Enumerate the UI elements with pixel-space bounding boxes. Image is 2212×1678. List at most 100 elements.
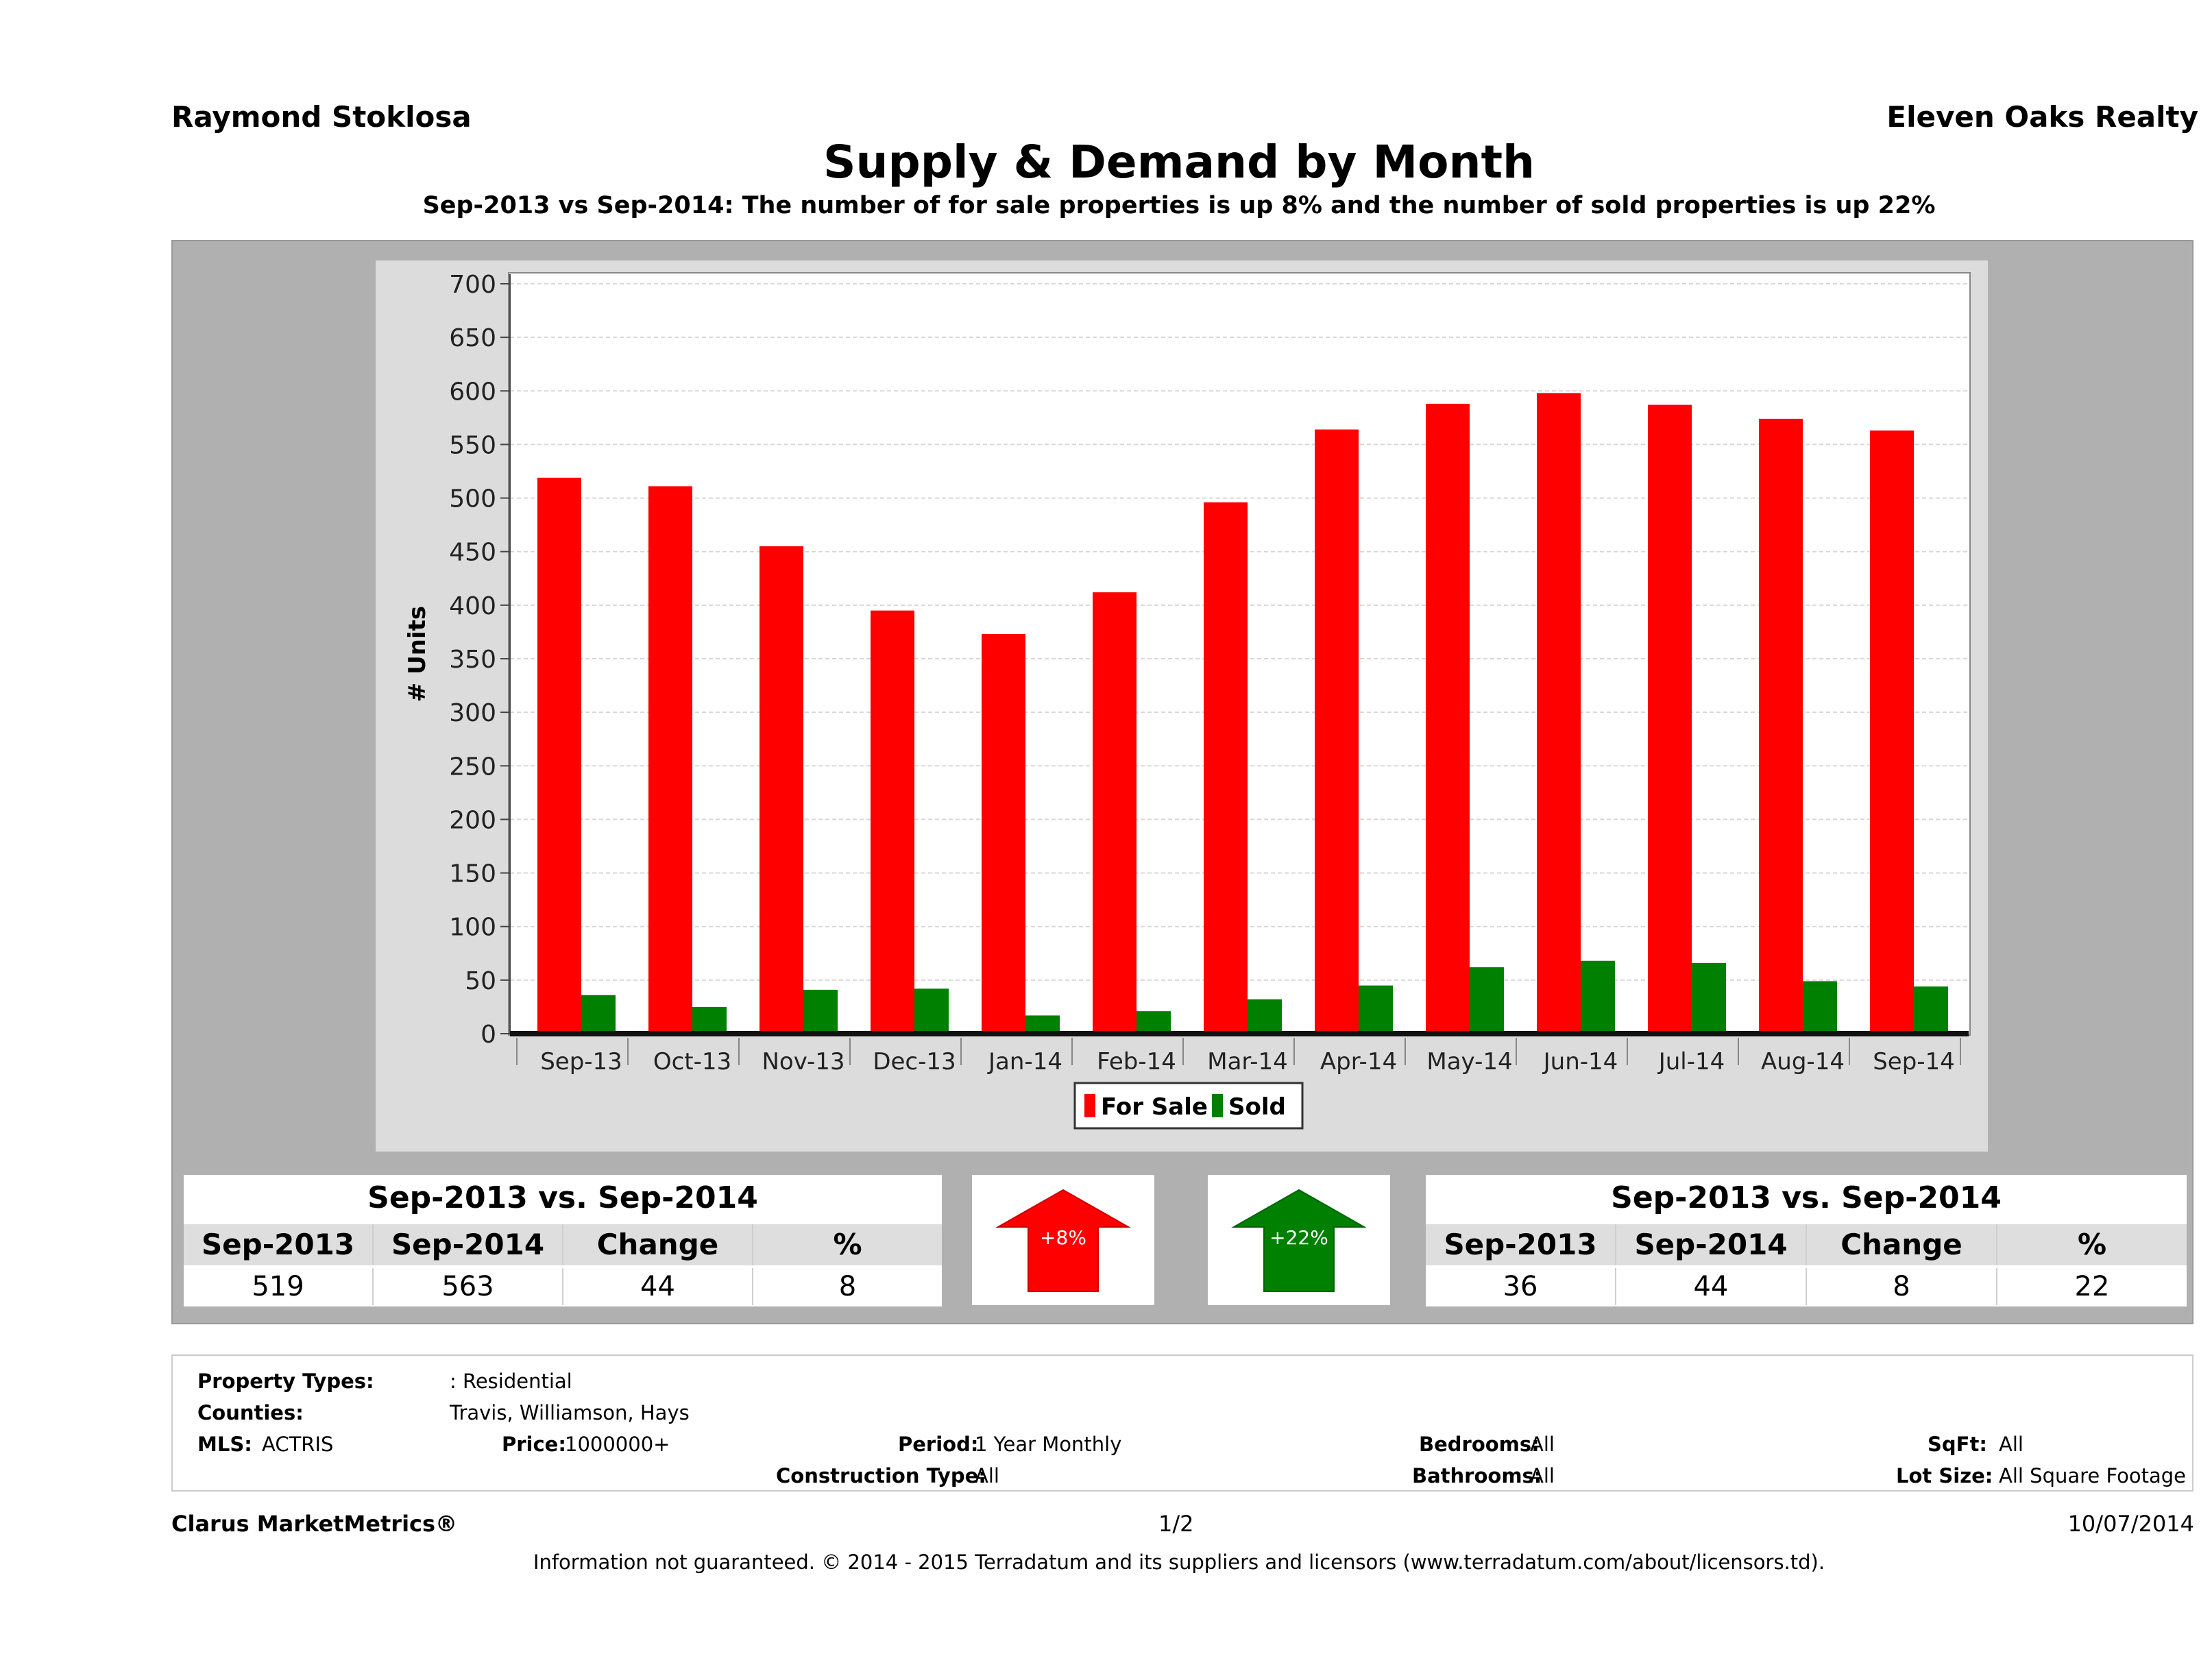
bar-sold bbox=[1803, 981, 1837, 1034]
y-tick-label: 400 bbox=[449, 592, 496, 620]
page-number: 1/2 bbox=[1158, 1511, 1194, 1537]
agent-name: Raymond Stoklosa bbox=[171, 100, 472, 134]
bar-for-sale bbox=[1870, 430, 1914, 1034]
x-tick-label: Sep-14 bbox=[1873, 1048, 1955, 1075]
bar-for-sale bbox=[1759, 418, 1803, 1034]
bar-sold bbox=[1359, 985, 1393, 1034]
criteria-label: Property Types: bbox=[197, 1370, 374, 1393]
disclaimer: Information not guaranteed. © 2014 - 201… bbox=[533, 1551, 1825, 1574]
stats-value: 44 bbox=[562, 1268, 752, 1305]
legend-label-sold: Sold bbox=[1228, 1093, 1286, 1121]
y-tick-label: 650 bbox=[449, 324, 496, 352]
criteria-value: ACTRIS bbox=[262, 1433, 334, 1456]
x-tick-label: Jan-14 bbox=[987, 1048, 1062, 1075]
bar-for-sale bbox=[1426, 404, 1470, 1034]
criteria-value: 1000000+ bbox=[565, 1433, 670, 1456]
legend-swatch-for-sale bbox=[1084, 1094, 1095, 1117]
bar-for-sale bbox=[982, 634, 1025, 1034]
y-tick-label: 200 bbox=[449, 806, 496, 834]
search-criteria: Property Types: : Residential Counties: … bbox=[171, 1354, 2193, 1492]
stats-value: 8 bbox=[1806, 1268, 1996, 1305]
x-axis: Sep-13 Oct-13 Nov-13 Dec-13 Jan-14 Feb-14 Mar-… bbox=[510, 1031, 1969, 1075]
bar-sold bbox=[1025, 1015, 1060, 1034]
footer-brand: Clarus MarketMetrics® bbox=[171, 1511, 458, 1537]
y-tick-label: 300 bbox=[449, 699, 496, 727]
y-tick-label: 250 bbox=[449, 753, 496, 781]
bar-sold bbox=[1914, 986, 1948, 1034]
legend: For Sale Sold bbox=[1073, 1082, 1304, 1130]
x-tick-label: Dec-13 bbox=[873, 1048, 956, 1075]
y-tick-label: 50 bbox=[465, 967, 496, 995]
stats-col-header: % bbox=[752, 1224, 942, 1265]
criteria-value: Travis, Williamson, Hays bbox=[450, 1401, 690, 1424]
y-tick-label: 500 bbox=[449, 485, 496, 513]
bar-for-sale bbox=[1204, 502, 1248, 1034]
sold-change-box: +22% bbox=[1208, 1175, 1390, 1305]
stats-value: 44 bbox=[1615, 1268, 1806, 1305]
report-date: 10/07/2014 bbox=[2067, 1511, 2194, 1537]
criteria-label: Counties: bbox=[197, 1401, 304, 1424]
bar-sold bbox=[692, 1006, 727, 1034]
criteria-label: Construction Type: bbox=[776, 1464, 986, 1487]
stats-value: 8 bbox=[752, 1268, 942, 1305]
x-tick-label: Sep-13 bbox=[540, 1048, 622, 1075]
criteria-value: All bbox=[975, 1464, 999, 1487]
criteria-label: Lot Size: bbox=[1896, 1464, 1993, 1487]
x-tick-label: Apr-14 bbox=[1320, 1048, 1397, 1075]
bar-sold bbox=[1470, 967, 1504, 1034]
y-tick-label: 600 bbox=[449, 378, 496, 406]
criteria-value: 1 Year Monthly bbox=[975, 1433, 1122, 1456]
legend-swatch-sold bbox=[1212, 1094, 1223, 1117]
x-tick-label: Oct-13 bbox=[653, 1048, 731, 1075]
sold-stats-table: Sep-2013 vs. Sep-2014 Sep-2013 Sep-2014 … bbox=[1426, 1175, 2187, 1306]
bar-sold bbox=[914, 988, 949, 1034]
criteria-value: All bbox=[1999, 1433, 2023, 1456]
bar-sold bbox=[1248, 999, 1282, 1034]
up-arrow-icon: +22% bbox=[1231, 1189, 1367, 1292]
y-tick-label: 0 bbox=[481, 1021, 496, 1049]
criteria-value: All bbox=[1530, 1433, 1555, 1456]
y-tick-label: 700 bbox=[449, 271, 496, 299]
report-title: Supply & Demand by Month bbox=[823, 136, 1535, 189]
stats-col-header: Sep-2014 bbox=[372, 1224, 562, 1265]
x-tick-label: Aug-14 bbox=[1761, 1048, 1845, 1075]
y-axis-label: # Units bbox=[404, 606, 431, 702]
bar-sold bbox=[803, 989, 838, 1034]
criteria-label: SqFt: bbox=[1928, 1433, 1987, 1456]
y-tick-label: 450 bbox=[449, 539, 496, 567]
bar-sold bbox=[1137, 1011, 1171, 1034]
for-sale-stats-heading: Sep-2013 vs. Sep-2014 bbox=[367, 1180, 758, 1215]
x-tick-label: Jul-14 bbox=[1657, 1048, 1725, 1075]
bar-for-sale bbox=[871, 610, 914, 1034]
for-sale-change-box: +8% bbox=[972, 1175, 1154, 1305]
x-tick-label: Jun-14 bbox=[1542, 1048, 1618, 1075]
bar-for-sale bbox=[648, 486, 692, 1034]
stats-col-header: Change bbox=[562, 1224, 752, 1265]
criteria-label: Period: bbox=[898, 1433, 979, 1456]
x-tick-label: Mar-14 bbox=[1207, 1048, 1288, 1075]
criteria-value: All bbox=[1530, 1464, 1555, 1487]
y-axis: 0 50 100 150 200 250 300 350 400 450 500 550 600 650 7… bbox=[449, 271, 511, 1049]
bar-sold bbox=[1692, 962, 1726, 1034]
company-name: Eleven Oaks Realty bbox=[1886, 100, 2198, 134]
stats-value: 36 bbox=[1503, 1271, 1538, 1302]
criteria-label: Bathrooms: bbox=[1412, 1464, 1542, 1487]
bar-chart: 0 50 100 150 200 250 300 350 400 450 500 550 600 650 7… bbox=[404, 271, 1971, 1130]
stats-value: 519 bbox=[252, 1271, 304, 1302]
x-tick-label: Feb-14 bbox=[1097, 1048, 1176, 1075]
stats-col-header: Sep-2013 bbox=[201, 1228, 355, 1261]
for-sale-stats-table: Sep-2013 vs. Sep-2014 Sep-2013 Sep-2014 … bbox=[184, 1175, 942, 1306]
stats-value: 22 bbox=[1996, 1268, 2187, 1305]
criteria-label: Price: bbox=[502, 1433, 566, 1456]
bar-sold bbox=[581, 995, 616, 1034]
criteria-label: Bedrooms: bbox=[1419, 1433, 1540, 1456]
criteria-label: MLS: bbox=[197, 1433, 252, 1456]
stats-col-header: Sep-2013 bbox=[1444, 1228, 1597, 1261]
for-sale-change-label: +8% bbox=[1040, 1226, 1086, 1249]
y-tick-label: 150 bbox=[449, 860, 496, 888]
sold-change-label: +22% bbox=[1269, 1226, 1328, 1249]
bar-for-sale bbox=[1648, 404, 1692, 1034]
y-tick-label: 100 bbox=[449, 914, 496, 942]
criteria-value: : Residential bbox=[450, 1370, 572, 1393]
stats-col-header: Sep-2014 bbox=[1615, 1224, 1806, 1265]
